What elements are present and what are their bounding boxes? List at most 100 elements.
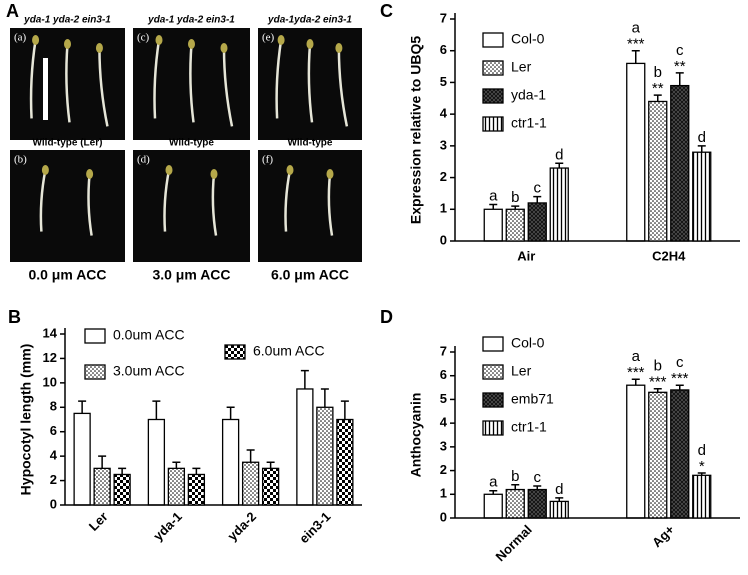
photo-tag: (e) <box>262 32 275 44</box>
seedling <box>189 43 195 123</box>
legend-swatch <box>84 364 106 380</box>
panel-label: D <box>380 307 393 327</box>
y-tick-label: 7 <box>440 10 447 25</box>
legend-swatch <box>482 88 504 104</box>
cotyledon <box>306 39 314 49</box>
bar <box>73 412 91 506</box>
y-tick-label: 5 <box>440 74 447 89</box>
treatment-caption: 6.0 μm ACC <box>271 267 349 283</box>
legend-swatch <box>482 116 504 132</box>
y-axis-label: Expression relative to UBQ5 <box>408 36 424 225</box>
error-bar <box>631 49 640 64</box>
error-bar <box>511 484 520 490</box>
legend-swatch <box>482 420 504 436</box>
panel-label: A <box>6 1 19 21</box>
group-letter: d <box>555 146 563 163</box>
y-tick-label: 2 <box>440 462 447 477</box>
cotyledon <box>165 165 173 175</box>
significance-stars: *** <box>627 36 645 53</box>
seedling-photo <box>258 150 362 262</box>
legend-label: emb71 <box>511 391 554 407</box>
bar <box>316 406 334 506</box>
x-tick-label: C2H4 <box>652 248 686 263</box>
seedling <box>65 43 71 123</box>
legend-swatch <box>482 392 504 408</box>
bar <box>241 461 260 506</box>
genotype-header: yda-1 yda-2 ein3-1 <box>147 15 235 26</box>
seedling-photo <box>133 150 250 262</box>
error-bar <box>320 388 329 408</box>
seedling <box>98 47 109 127</box>
significance-stars: *** <box>649 374 667 391</box>
cotyledon <box>277 35 285 45</box>
legend-swatch <box>482 32 504 48</box>
y-tick-label: 4 <box>440 415 448 430</box>
legend-label: yda-1 <box>511 87 546 103</box>
bar <box>93 467 111 506</box>
error-bar <box>152 400 161 420</box>
photo-tag: (b) <box>14 154 27 166</box>
seedling <box>284 169 292 232</box>
group-letter: a <box>632 348 641 365</box>
error-bar <box>511 205 520 210</box>
y-tick-label: 1 <box>440 201 447 216</box>
x-tick-label: Normal <box>493 522 535 564</box>
legend-label: 0.0um ACC <box>113 327 185 343</box>
y-tick-label: 0 <box>440 509 447 524</box>
seedling <box>39 169 47 232</box>
seedling <box>163 169 171 232</box>
photo-tag: (a) <box>14 32 27 44</box>
legend-label: Ler <box>511 59 532 75</box>
genotype-header: yda-1 yda-2 ein3-1 <box>23 15 111 26</box>
bar <box>527 488 547 519</box>
x-tick-label: ein3-1 <box>296 509 333 546</box>
error-bar <box>118 467 127 475</box>
group-letter: d <box>698 129 706 146</box>
wild-type-caption: Wild-type <box>288 138 333 149</box>
x-tick-label: yda-1 <box>150 509 185 544</box>
seedling <box>337 47 349 127</box>
bar <box>626 384 646 519</box>
bar <box>187 473 206 506</box>
legend-label: Col-0 <box>511 335 545 351</box>
y-tick-label: 6 <box>50 423 57 438</box>
bar <box>113 473 131 506</box>
error-bar <box>246 449 255 463</box>
group-letter: c <box>534 469 542 486</box>
significance-stars: * <box>699 458 705 475</box>
cotyledon <box>220 43 228 53</box>
error-bar <box>631 378 640 386</box>
treatment-caption: 3.0 μm ACC <box>152 267 230 283</box>
legend-label: ctr1-1 <box>511 419 547 435</box>
x-tick-label: Air <box>517 248 535 263</box>
group-letter: d <box>555 481 563 498</box>
seedling <box>153 39 161 119</box>
group-letter: c <box>676 42 684 59</box>
error-bar <box>697 145 706 153</box>
photo-tag: (f) <box>262 154 273 166</box>
cotyledon <box>86 169 94 179</box>
error-bar <box>653 388 662 393</box>
bar <box>336 418 354 506</box>
significance-stars: *** <box>671 370 689 387</box>
bar <box>549 167 569 242</box>
y-tick-label: 6 <box>440 42 447 57</box>
y-tick-label: 1 <box>440 486 447 501</box>
y-tick-label: 10 <box>43 374 57 389</box>
error-bar <box>192 467 201 475</box>
error-bar <box>533 485 542 490</box>
cotyledon <box>64 39 71 49</box>
legend-label: 6.0um ACC <box>253 343 325 359</box>
seedling <box>211 173 218 236</box>
seedling <box>29 39 37 119</box>
legend-label: Col-0 <box>511 31 545 47</box>
error-bar <box>653 94 662 102</box>
group-letter: d <box>698 442 706 459</box>
error-bar <box>266 461 275 469</box>
legend-swatch <box>224 344 246 360</box>
cotyledon <box>95 43 103 53</box>
x-tick-label: Ag+ <box>649 522 678 551</box>
y-tick-label: 14 <box>43 325 58 340</box>
error-bar <box>300 369 309 389</box>
bar <box>549 500 569 519</box>
